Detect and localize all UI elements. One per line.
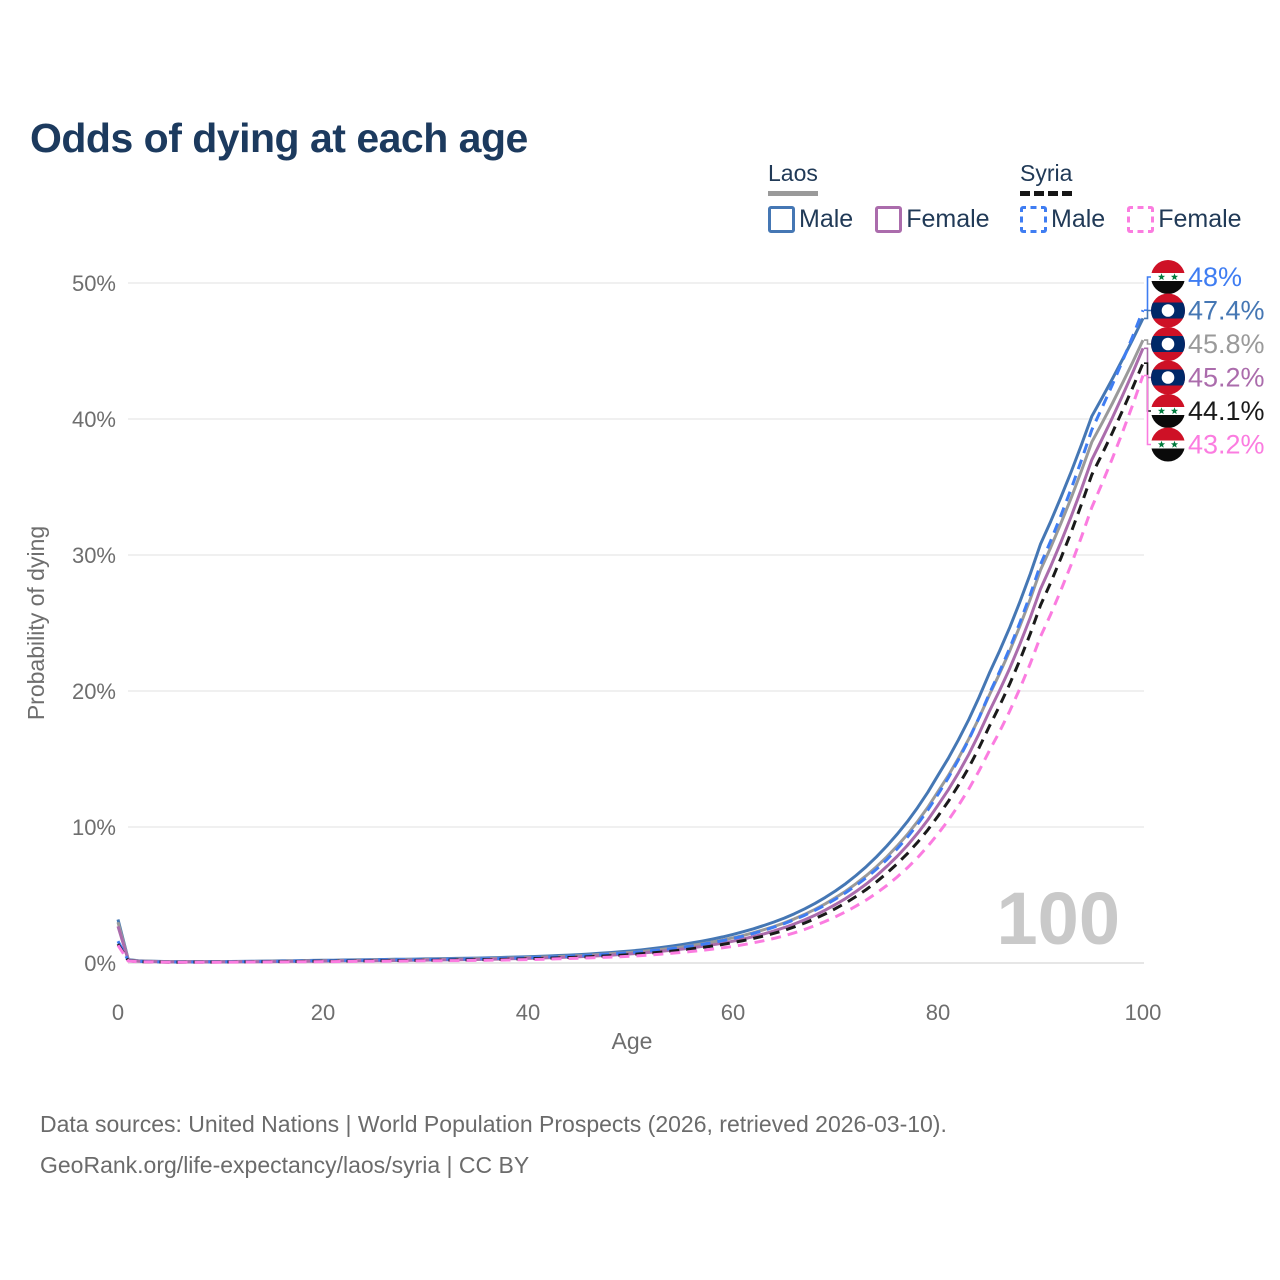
- x-tick-label: 20: [311, 1000, 335, 1025]
- syria-flag-icon: [1151, 427, 1185, 462]
- syria-flag-icon: [1151, 394, 1185, 428]
- y-tick-label: 40%: [72, 407, 116, 432]
- legend-box-0-0: [768, 206, 795, 233]
- legend-item-syria-male[interactable]: Male: [1020, 205, 1105, 234]
- x-tick-label: 100: [1125, 1000, 1162, 1025]
- age-watermark: 100: [997, 877, 1120, 960]
- legend-item-syria-female[interactable]: Female: [1127, 205, 1242, 234]
- series-line-syria-both: [116, 362, 1145, 964]
- x-tick-label: 40: [516, 1000, 540, 1025]
- x-tick-label: 0: [112, 1000, 124, 1025]
- end-value-label-syria-both: 44.1%: [1188, 396, 1265, 426]
- legend-item-laos-male[interactable]: Male: [768, 205, 853, 234]
- y-axis-title: Probability of dying: [23, 526, 49, 720]
- label-leader-laos-both: [1144, 339, 1151, 345]
- label-leader-syria-male: [1144, 276, 1151, 311]
- x-axis-title: Age: [612, 1028, 653, 1054]
- legend-item-label: Female: [906, 205, 990, 233]
- x-tick-label: 60: [721, 1000, 745, 1025]
- y-tick-label: 20%: [72, 679, 116, 704]
- end-value-label-syria-male: 48%: [1188, 262, 1242, 292]
- legend-box-0-1: [875, 206, 903, 233]
- footer-link: GeoRank.org/life-expectancy/laos/syria |…: [40, 1152, 530, 1178]
- label-leader-laos-male: [1144, 309, 1151, 320]
- laos-flag-icon: [1151, 293, 1185, 328]
- legend-item-laos-female[interactable]: Female: [875, 205, 990, 234]
- series-line-laos-female: [116, 347, 1145, 964]
- y-tick-label: 10%: [72, 815, 116, 840]
- series-line-syria-female: [116, 375, 1145, 964]
- y-tick-label: 50%: [72, 271, 116, 296]
- series-line-syria-male: [116, 309, 1145, 964]
- legend: Laos Male Female Syria Male Female: [0, 160, 1280, 244]
- end-value-label-syria-female: 43.2%: [1188, 430, 1265, 460]
- x-tick-label: 80: [926, 1000, 950, 1025]
- series-line-laos-male: [116, 317, 1145, 964]
- legend-box-1-0: [1020, 206, 1047, 233]
- legend-item-label: Female: [1158, 205, 1242, 233]
- laos-flag-icon: [1151, 327, 1185, 361]
- series-line-laos-both: [116, 339, 1145, 964]
- legend-group-0-header[interactable]: Laos: [768, 160, 818, 196]
- legend-item-label: Male: [1051, 205, 1106, 233]
- laos-flag-icon: [1151, 360, 1185, 395]
- legend-group-1-header[interactable]: Syria: [1020, 160, 1073, 196]
- legend-box-1-1: [1127, 206, 1155, 233]
- footer: Data sources: United Nations | World Pop…: [40, 1104, 947, 1186]
- y-tick-label: 0%: [84, 951, 116, 976]
- syria-flag-icon: [1151, 260, 1185, 294]
- y-tick-label: 30%: [72, 543, 116, 568]
- end-value-label-laos-male: 47.4%: [1188, 296, 1265, 326]
- label-leader-syria-female: [1144, 374, 1151, 446]
- page-title: Odds of dying at each age: [30, 115, 528, 162]
- legend-group-laos: Laos Male Female: [768, 160, 990, 234]
- end-value-label-laos-female: 45.2%: [1188, 363, 1265, 393]
- footer-sources: Data sources: United Nations | World Pop…: [40, 1111, 947, 1137]
- end-value-label-laos-both: 45.8%: [1188, 329, 1265, 359]
- legend-item-label: Male: [799, 205, 854, 233]
- legend-group-syria: Syria Male Female: [1020, 160, 1242, 234]
